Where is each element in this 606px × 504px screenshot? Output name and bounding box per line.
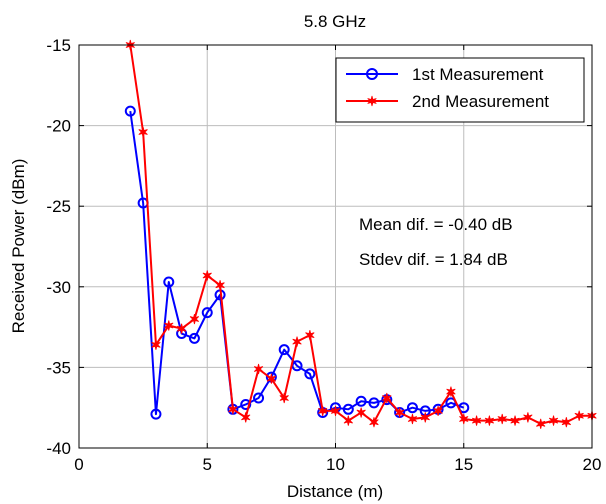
data-point	[253, 363, 264, 375]
mean-dif-annotation: Mean dif. = -0.40 dB	[359, 215, 513, 234]
data-point	[202, 270, 212, 281]
data-point	[459, 413, 469, 425]
data-point	[368, 397, 380, 409]
data-point	[305, 330, 315, 341]
series-2	[125, 39, 597, 429]
chart-title: 5.8 GHz	[304, 12, 366, 31]
y-tick-label: -25	[46, 197, 71, 216]
data-point	[420, 412, 430, 423]
data-point	[446, 386, 456, 397]
data-point	[176, 323, 187, 334]
data-point	[266, 373, 276, 384]
y-tick-label: -20	[46, 117, 71, 136]
data-point	[279, 392, 289, 404]
data-point	[228, 404, 238, 415]
data-point	[561, 417, 571, 428]
data-point	[395, 407, 405, 418]
x-axis-label: Distance (m)	[287, 482, 383, 501]
y-tick-label: -15	[46, 36, 71, 55]
data-point	[304, 368, 316, 380]
data-point	[484, 415, 495, 426]
data-point	[471, 415, 482, 426]
data-point	[240, 398, 252, 410]
legend-star-shape	[367, 95, 377, 107]
data-point	[163, 276, 175, 288]
series-layer	[124, 39, 597, 429]
data-point	[253, 392, 265, 404]
data-point	[497, 413, 507, 425]
data-point	[241, 412, 251, 423]
stdev-dif-annotation: Stdev dif. = 1.84 dB	[359, 250, 508, 269]
y-tick-label: -40	[46, 439, 71, 458]
data-point	[138, 126, 148, 138]
data-point	[433, 405, 443, 417]
data-point	[355, 395, 367, 407]
data-point	[330, 405, 341, 417]
data-point	[342, 403, 354, 415]
legend-label-series-2: 2nd Measurement	[412, 92, 549, 111]
legend-marker-series-1	[366, 68, 378, 80]
y-axis-label: Received Power (dBm)	[9, 159, 28, 334]
y-tick-label: -35	[46, 358, 71, 377]
data-point	[406, 402, 418, 414]
data-point	[536, 418, 546, 429]
data-point	[574, 410, 584, 421]
data-point	[151, 339, 161, 350]
data-point	[382, 392, 392, 404]
data-point	[150, 408, 162, 420]
data-point	[318, 405, 328, 417]
data-point	[369, 417, 379, 428]
data-point	[523, 412, 533, 423]
x-tick-label: 20	[583, 455, 602, 474]
legend-box	[335, 57, 585, 123]
x-tick-label: 10	[326, 455, 345, 474]
data-point	[356, 407, 366, 418]
data-point	[189, 313, 200, 325]
x-tick-label: 5	[203, 455, 212, 474]
axis-ticks: 0 5 10 15 20 -40 -35 -30 -25 -20 -15	[46, 36, 601, 474]
y-tick-label: -30	[46, 278, 71, 297]
data-point	[201, 307, 213, 319]
x-tick-label: 0	[74, 455, 83, 474]
data-point	[343, 415, 353, 426]
data-point	[292, 336, 302, 347]
data-point	[164, 320, 174, 331]
legend-marker-series-2	[367, 95, 377, 107]
data-point	[278, 344, 290, 356]
data-point	[124, 105, 136, 117]
x-tick-label: 15	[454, 455, 473, 474]
legend-label-series-1: 1st Measurement	[412, 65, 544, 84]
legend: 1st Measurement 2nd Measurement	[335, 57, 585, 123]
data-point	[510, 415, 520, 426]
data-point	[407, 413, 418, 425]
data-point	[215, 280, 225, 291]
data-point	[188, 332, 200, 344]
data-point	[548, 415, 559, 426]
